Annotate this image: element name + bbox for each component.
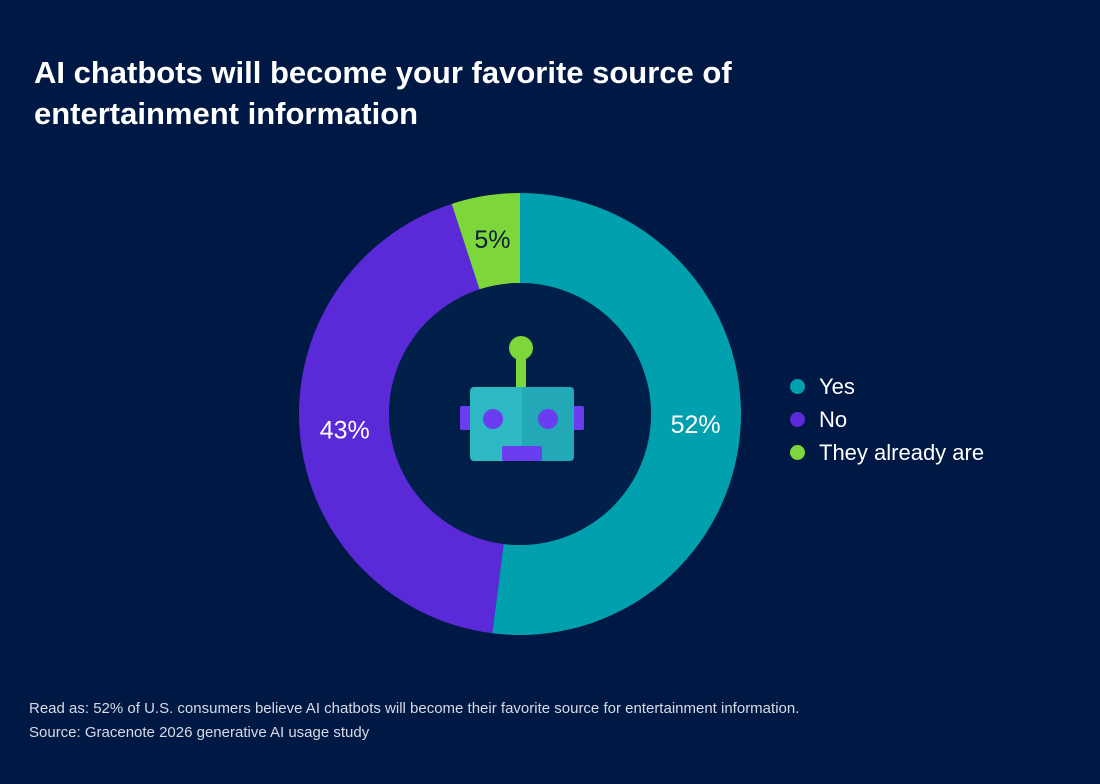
slice-label-no: 43% <box>320 417 370 445</box>
slice-labels: 52% 43% 5% <box>320 226 721 444</box>
legend-label-yes: Yes <box>819 373 855 399</box>
donut-slices <box>298 193 741 635</box>
robot-mouth <box>502 446 542 461</box>
slice-label-they-already-are: 5% <box>474 226 510 254</box>
robot-icon <box>460 336 584 461</box>
chart-legend: Yes No They already are <box>790 370 984 469</box>
read-as-note: Read as: 52% of U.S. consumers believe A… <box>29 700 800 717</box>
chart-title-line-1: AI chatbots will become your favorite so… <box>34 55 732 90</box>
legend-label-they-already-are: They already are <box>819 439 985 465</box>
donut-slice-they-already-are <box>451 193 520 290</box>
donut-slice-yes <box>492 193 741 635</box>
legend-item-no: No <box>790 403 984 436</box>
robot-antenna <box>516 355 526 391</box>
robot-antenna-tip <box>509 336 533 360</box>
legend-swatch-they-already-are <box>790 445 805 460</box>
legend-swatch-no <box>790 412 805 427</box>
legend-label-no: No <box>819 406 848 432</box>
source-note: Source: Gracenote 2026 generative AI usa… <box>29 724 370 741</box>
robot-eye-left <box>483 409 503 429</box>
chart-title: AI chatbots will become your favorite so… <box>34 52 934 134</box>
chart-title-line-2: entertainment information <box>34 96 419 131</box>
legend-item-yes: Yes <box>790 370 984 403</box>
donut-slice-no <box>298 203 504 634</box>
chart-footnote: Read as: 52% of U.S. consumers believe A… <box>29 697 1069 745</box>
robot-eye-right <box>538 409 558 429</box>
legend-swatch-yes <box>790 379 805 394</box>
slice-label-yes: 52% <box>671 411 721 439</box>
legend-item-they-already-are: They already are <box>790 436 984 469</box>
